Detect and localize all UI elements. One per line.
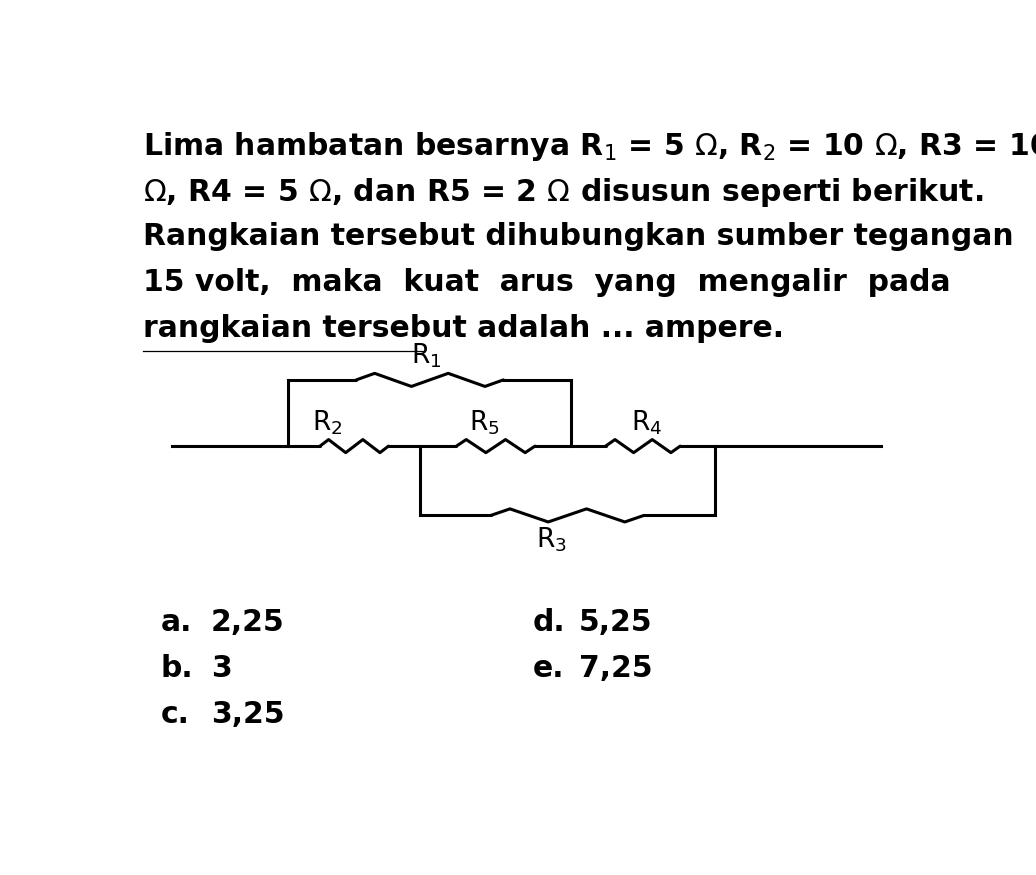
Text: 3: 3 [211,654,232,683]
Text: a.: a. [161,608,192,637]
Text: $\Omega$, R4 = 5 $\Omega$, dan R5 = 2 $\Omega$ disusun seperti berikut.: $\Omega$, R4 = 5 $\Omega$, dan R5 = 2 $\… [143,176,984,209]
Text: c.: c. [161,700,190,729]
Text: R$_3$: R$_3$ [537,525,568,554]
Text: Rangkaian tersebut dihubungkan sumber tegangan: Rangkaian tersebut dihubungkan sumber te… [143,222,1014,251]
Text: R$_4$: R$_4$ [631,409,662,437]
Text: R$_1$: R$_1$ [410,341,441,370]
Text: 3,25: 3,25 [211,700,285,729]
Text: 2,25: 2,25 [211,608,285,637]
Text: d.: d. [533,608,565,637]
Text: 5,25: 5,25 [579,608,653,637]
Text: Lima hambatan besarnya R$_1$ = 5 $\Omega$, R$_2$ = 10 $\Omega$, R3 = 10: Lima hambatan besarnya R$_1$ = 5 $\Omega… [143,130,1036,164]
Text: R$_2$: R$_2$ [312,409,343,437]
Text: rangkaian tersebut adalah ... ampere.: rangkaian tersebut adalah ... ampere. [143,313,784,343]
Text: e.: e. [533,654,564,683]
Text: b.: b. [161,654,193,683]
Text: R$_5$: R$_5$ [468,409,499,437]
Text: 15 volt,  maka  kuat  arus  yang  mengalir  pada: 15 volt, maka kuat arus yang mengalir pa… [143,268,951,297]
Text: 7,25: 7,25 [579,654,653,683]
